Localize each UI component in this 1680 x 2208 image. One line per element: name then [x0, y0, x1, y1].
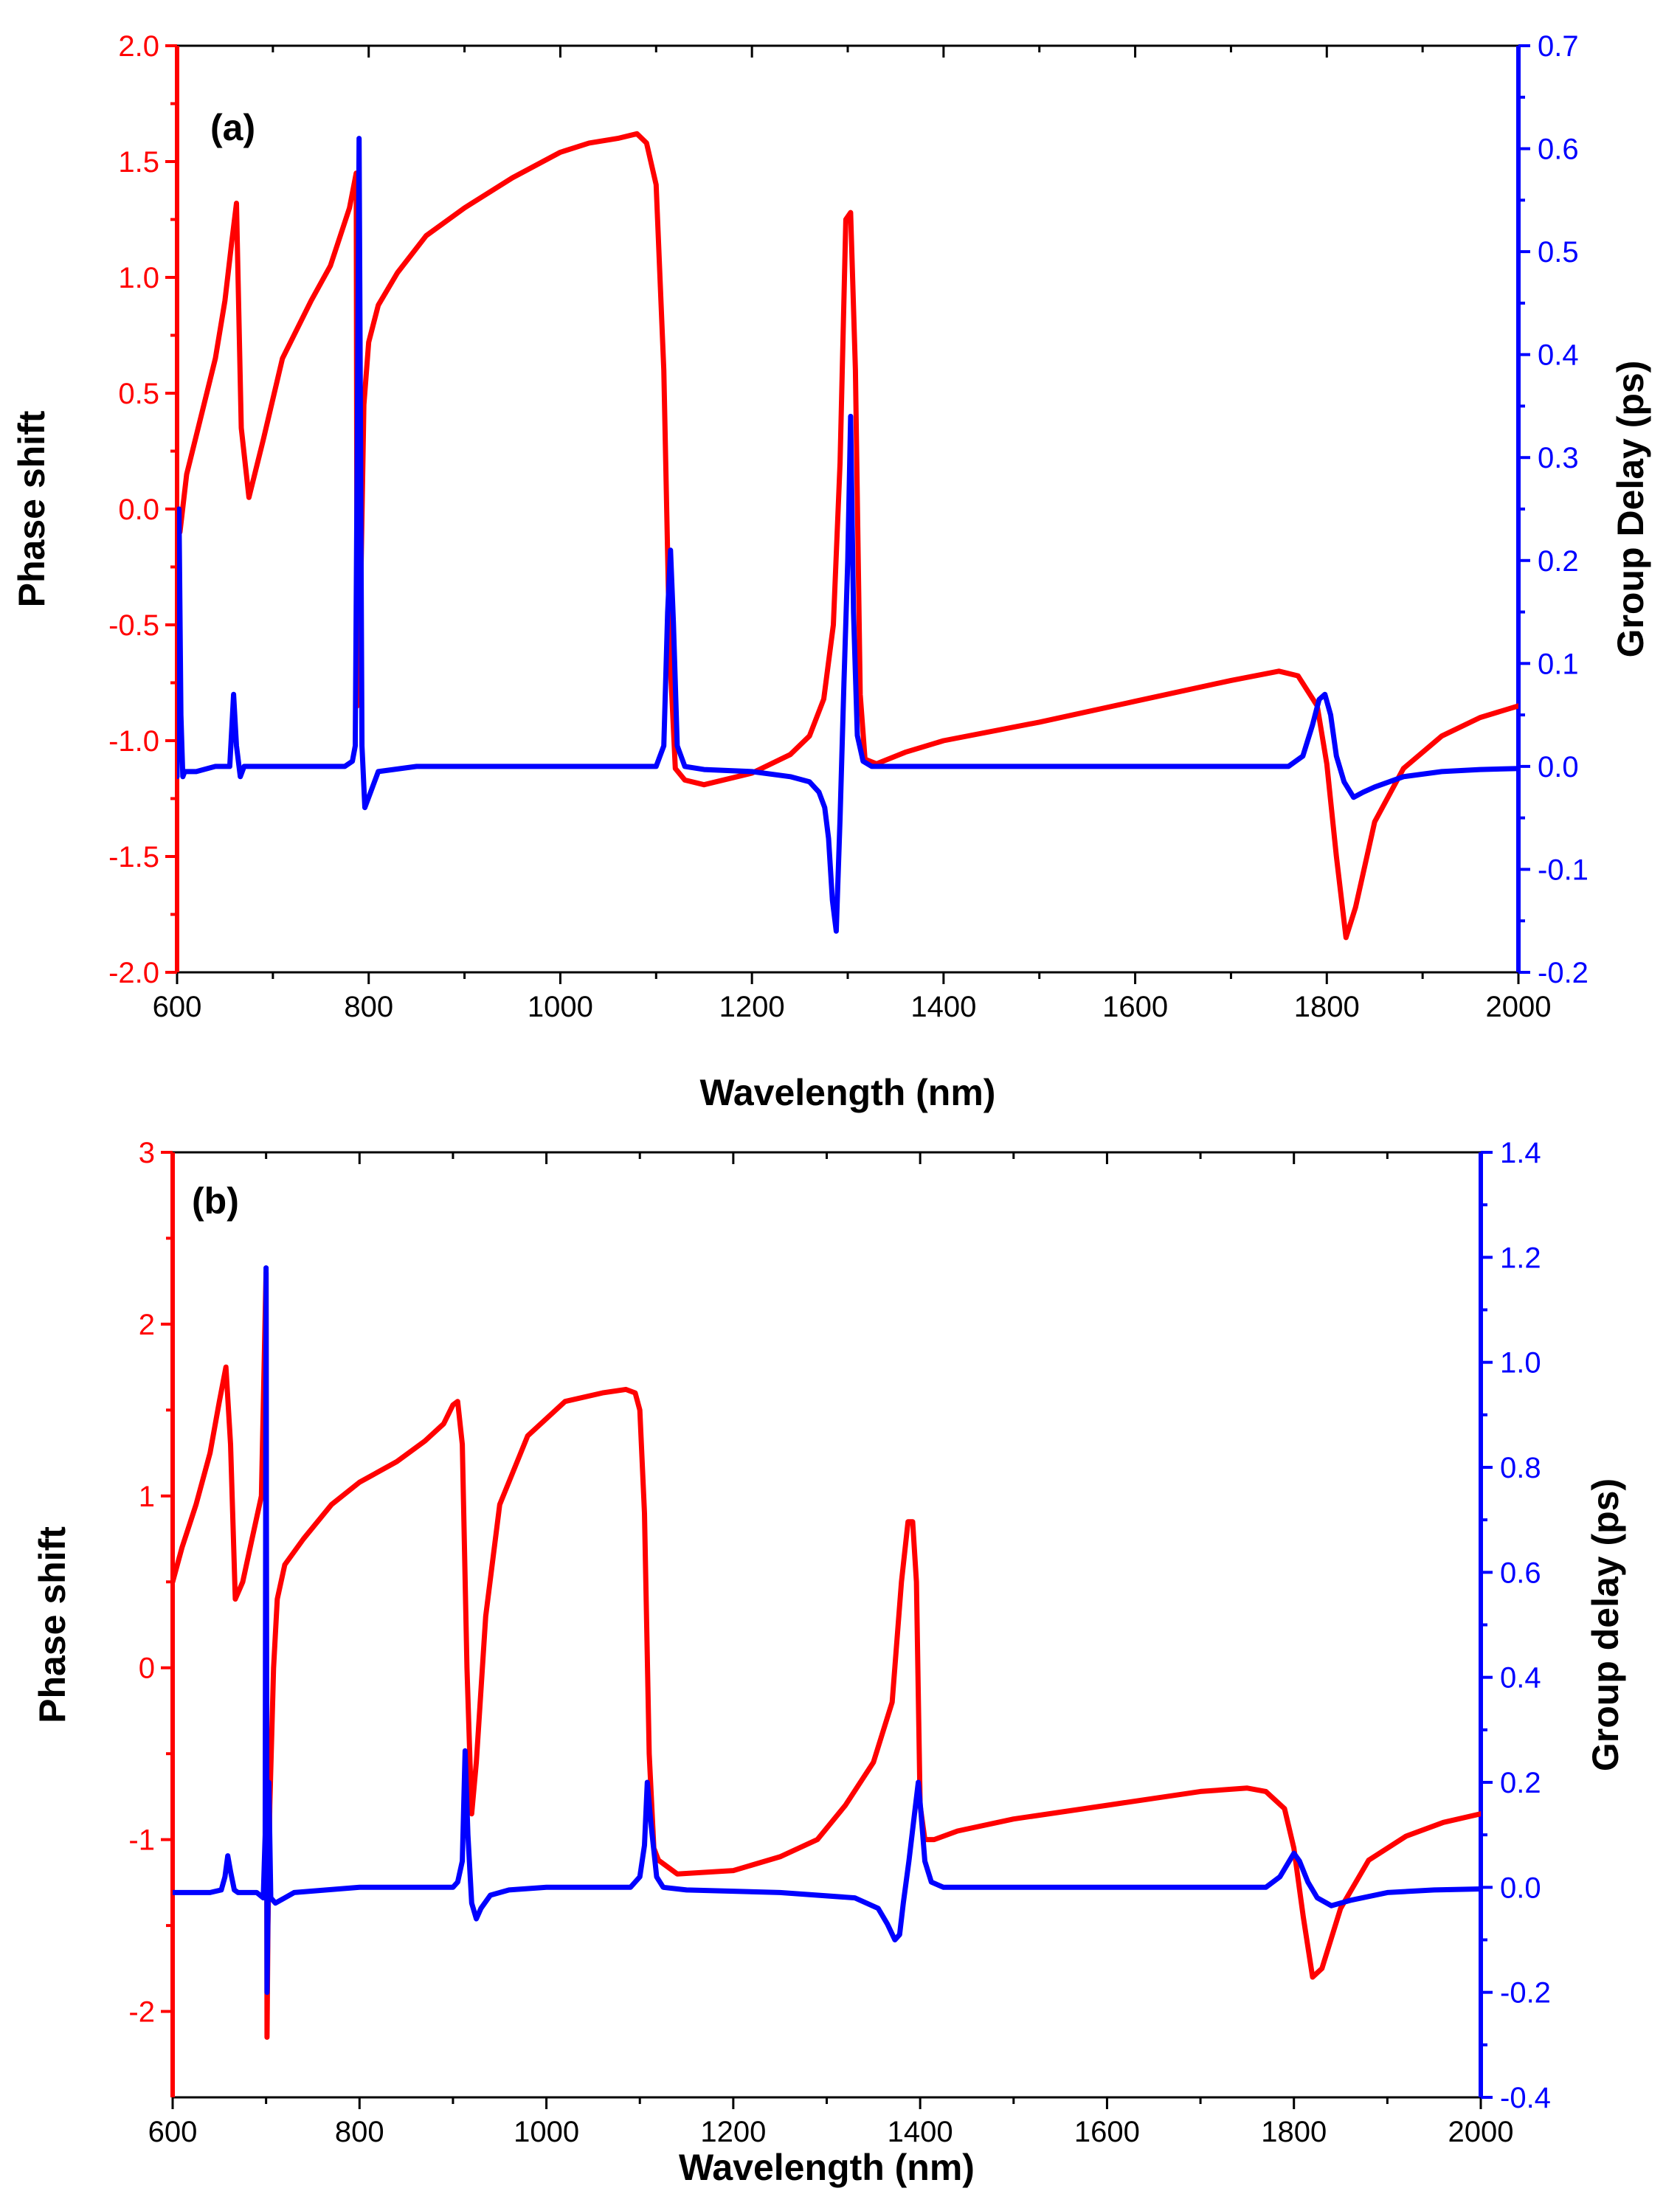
left-tick-label: 2 [139, 1309, 155, 1341]
right-tick-label: 0.1 [1538, 648, 1579, 680]
panel-label: (b) [192, 1180, 239, 1222]
x-tick-label: 1200 [719, 991, 785, 1023]
left-tick-label: -1.5 [108, 841, 159, 873]
right-tick-label: 0.8 [1500, 1452, 1541, 1484]
right-tick-label: 0.7 [1538, 30, 1579, 63]
left-tick-label: 1.5 [118, 146, 159, 179]
phase-shift-line [173, 1270, 1481, 2040]
right-tick-label: -0.2 [1500, 1977, 1551, 2010]
x-tick-label: 1000 [528, 991, 593, 1023]
left-tick-label: 3 [139, 1137, 155, 1169]
x-tick-label: 1800 [1261, 2116, 1327, 2148]
right-tick-label: 0.0 [1500, 1872, 1541, 1904]
x-tick-label: 1200 [700, 2116, 766, 2148]
left-tick-label: -0.5 [108, 609, 159, 642]
x-tick-label: 1400 [888, 2116, 953, 2148]
left-tick-label: 0.5 [118, 378, 159, 410]
left-tick-label: -2.0 [108, 957, 159, 989]
chart-panel-a: 600 800 1000 1200 1400 1600 1800 2000 -2.0 -1.5 -1… [11, 30, 1651, 1113]
x-tick-label: 800 [344, 991, 393, 1023]
left-y-axis-title: Phase shift [11, 410, 52, 607]
right-tick-label: -0.4 [1500, 2082, 1551, 2114]
left-tick-label: 1 [139, 1481, 155, 1513]
right-tick-label: 0.6 [1538, 134, 1579, 166]
group-delay-line [177, 136, 1518, 934]
right-tick-label: 1.4 [1500, 1137, 1541, 1169]
left-tick-label: -1 [128, 1824, 155, 1857]
phase-shift-line [177, 131, 1518, 941]
x-tick-label: 600 [148, 2116, 198, 2148]
right-tick-label: 1.0 [1500, 1347, 1541, 1380]
chart-panel-b: 600 800 1000 1200 1400 1600 1800 2000 -2 -1 0 1 2 3 -0… [32, 1137, 1626, 2188]
panel-label: (a) [210, 107, 255, 148]
right-tick-label: 0.3 [1538, 442, 1579, 474]
right-tick-label: 0.2 [1500, 1767, 1541, 1799]
right-tick-label: -0.1 [1538, 854, 1589, 886]
right-tick-label: 0.0 [1538, 751, 1579, 783]
x-tick-label: 1400 [910, 991, 976, 1023]
x-tick-label: 1800 [1294, 991, 1360, 1023]
x-axis-title: Wavelength (nm) [700, 1072, 996, 1113]
left-tick-label: 1.0 [118, 262, 159, 294]
left-tick-label: -1.0 [108, 725, 159, 758]
right-tick-label: 0.4 [1500, 1662, 1541, 1695]
right-tick-label: 0.2 [1538, 545, 1579, 578]
left-tick-label: 2.0 [118, 30, 159, 63]
right-tick-label: 0.6 [1500, 1557, 1541, 1589]
x-axis-title: Wavelength (nm) [679, 2147, 975, 2188]
x-tick-label: 1600 [1074, 2116, 1140, 2148]
right-tick-label: 1.2 [1500, 1242, 1541, 1274]
x-tick-label: 2000 [1486, 991, 1552, 1023]
right-y-axis-title: Group delay (ps) [1585, 1478, 1626, 1771]
group-delay-line [173, 1265, 1481, 1996]
x-tick-label: 1600 [1102, 991, 1168, 1023]
right-tick-label: 0.4 [1538, 339, 1579, 372]
x-tick-label: 2000 [1448, 2116, 1514, 2148]
x-tick-label: 600 [153, 991, 202, 1023]
right-y-axis-title: Group Delay (ps) [1610, 361, 1651, 658]
right-tick-label: 0.5 [1538, 236, 1579, 269]
x-tick-label: 800 [335, 2116, 384, 2148]
left-tick-label: 0 [139, 1652, 155, 1685]
left-tick-label: 0.0 [118, 494, 159, 526]
left-tick-label: -2 [128, 1996, 155, 2029]
right-tick-label: -0.2 [1538, 957, 1589, 989]
left-y-axis-title: Phase shift [32, 1526, 73, 1723]
x-tick-label: 1000 [514, 2116, 579, 2148]
